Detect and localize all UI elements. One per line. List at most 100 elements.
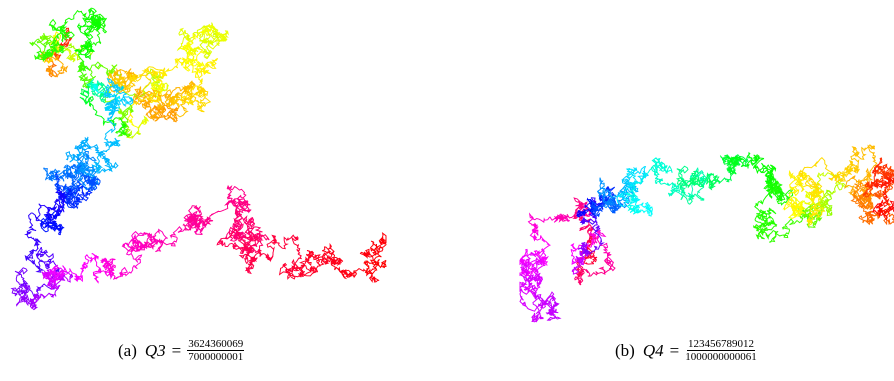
walk-segment	[61, 27, 70, 37]
walk-segment	[73, 179, 82, 193]
walk-segment	[862, 188, 870, 198]
walk-segment	[124, 70, 132, 80]
walk-segment	[91, 28, 102, 47]
walk-segment	[232, 217, 242, 231]
walk-segment	[76, 145, 92, 151]
walk-segment	[88, 179, 97, 187]
walk-segment	[577, 277, 584, 286]
walk-segment	[245, 266, 253, 273]
walk-segment	[81, 17, 100, 29]
walk-segment	[733, 154, 749, 163]
walk-segment	[234, 210, 243, 221]
walk-segment	[162, 58, 179, 75]
relation: =	[669, 340, 680, 360]
walk-segment	[755, 226, 765, 240]
walk-segment	[234, 218, 244, 231]
walk-segment	[866, 202, 874, 211]
walk-segment	[618, 185, 630, 195]
walk-segment	[93, 144, 101, 154]
walk-segment	[769, 230, 783, 243]
walk-segment	[330, 261, 343, 274]
walk-segment	[224, 197, 235, 206]
walk-segment	[171, 113, 178, 123]
walk-segment	[126, 129, 141, 140]
walk-segment	[36, 246, 54, 258]
walk-segment	[583, 254, 594, 265]
walk-segment	[754, 223, 764, 234]
walk-segment	[826, 204, 833, 216]
walk-segment	[89, 252, 99, 262]
walk-segment	[888, 205, 894, 213]
walk-segment	[541, 257, 549, 266]
walk-segment	[823, 189, 835, 206]
relation: =	[171, 340, 182, 360]
walk-segment	[73, 48, 83, 54]
walk-segment	[554, 213, 568, 220]
walk-segment	[100, 150, 110, 166]
walk-segment	[119, 265, 138, 277]
caption-b: (b) Q4 = 123456789012 1000000000061	[615, 338, 757, 363]
walk-segment	[671, 182, 679, 192]
walk-segment	[62, 272, 74, 283]
walk-segment	[79, 266, 85, 283]
walk-segment	[740, 158, 750, 169]
walk-segment	[758, 227, 768, 237]
walk-segment	[599, 182, 610, 195]
walk-segment	[129, 74, 137, 83]
walk-segment	[882, 180, 891, 196]
walk-segment	[135, 71, 152, 87]
walk-segment	[149, 92, 161, 103]
walk-segment	[788, 191, 798, 207]
walk-segment	[828, 175, 838, 181]
walk-segment	[81, 160, 91, 173]
walk-segment	[229, 184, 247, 199]
walk-segment	[244, 254, 249, 265]
walk-segment	[160, 237, 178, 247]
walk-segment	[72, 196, 89, 206]
walk-segment	[198, 215, 212, 226]
walk-segment	[199, 36, 210, 43]
walk-segment	[179, 99, 189, 118]
caption-a: (a) Q3 = 3624360069 7000000001	[118, 338, 245, 363]
walk-segment	[852, 189, 859, 198]
walk-segment	[798, 166, 805, 178]
walk-segment	[16, 295, 29, 307]
walk-segment	[729, 156, 739, 165]
walk-segment	[28, 212, 37, 232]
walk-segment	[587, 227, 594, 236]
walk-segment	[117, 96, 134, 107]
walk-segment	[837, 170, 849, 182]
walk-segment	[108, 264, 116, 273]
walk-segment	[78, 61, 84, 80]
subfigure-label: (b)	[615, 340, 635, 360]
walk-segment	[663, 165, 673, 175]
walk-segment	[91, 90, 106, 104]
walk-segment	[830, 173, 843, 185]
walk-segment	[104, 84, 111, 98]
walk-segment	[26, 254, 39, 269]
walk-segment	[882, 163, 893, 177]
walk-segment	[46, 271, 54, 282]
walk-segment	[770, 164, 777, 173]
walk-segment	[203, 44, 213, 60]
walk-segment	[122, 106, 134, 118]
walk-segment	[887, 213, 894, 225]
walk-segment	[39, 221, 51, 227]
walk-segment	[88, 61, 104, 73]
walk-segment	[769, 182, 782, 195]
walk-segment	[118, 122, 127, 135]
walk-segment	[36, 283, 48, 293]
walk-segment	[650, 164, 659, 180]
walk-segment	[305, 250, 313, 258]
walk-segment	[579, 218, 590, 225]
walk-segment	[757, 207, 773, 221]
walk-segment	[251, 240, 264, 254]
walk-segment	[764, 168, 773, 179]
walk-segment	[73, 273, 83, 282]
walk-segment	[271, 234, 280, 246]
walk-segment	[47, 205, 65, 214]
walk-segment	[802, 208, 813, 217]
walk-segment	[796, 171, 808, 193]
walk-segment	[876, 179, 891, 189]
walk-segment	[154, 90, 168, 100]
